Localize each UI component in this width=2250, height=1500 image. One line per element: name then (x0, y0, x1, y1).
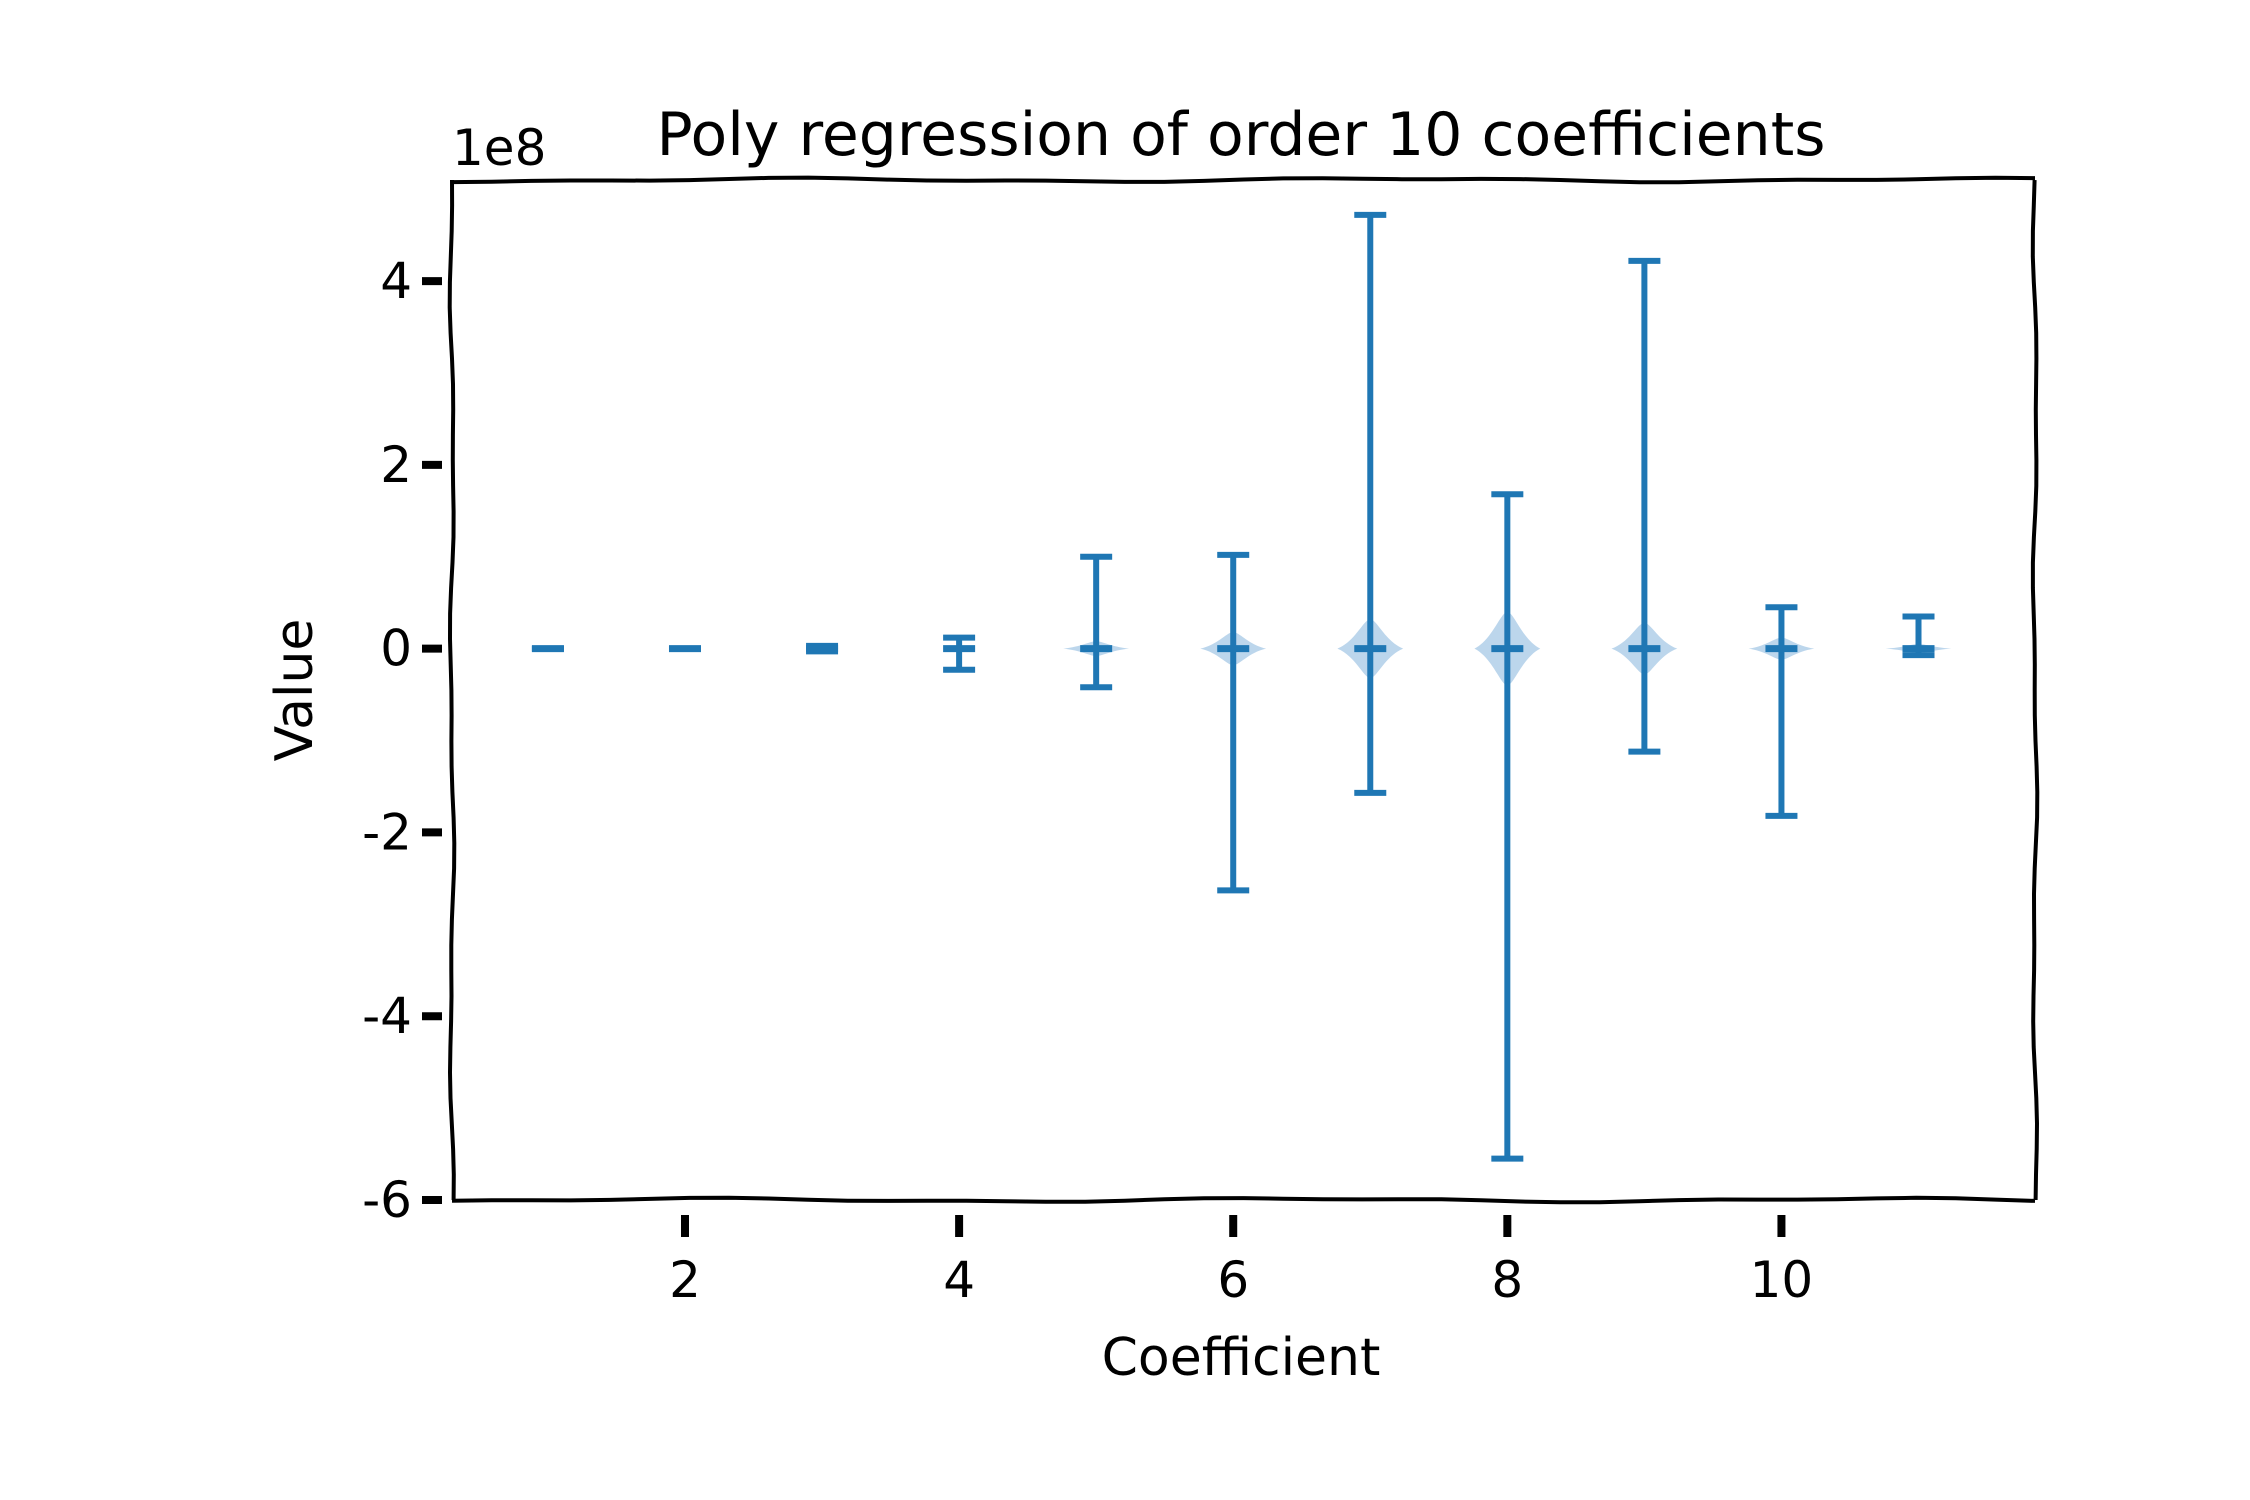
axis-bottom (451, 1195, 2036, 1205)
y-axis-label: Value (265, 619, 325, 762)
axis-left (447, 179, 457, 1201)
y-tick-label: 4 (380, 252, 412, 310)
axis-top (451, 175, 2036, 185)
x-tick-label: 8 (1491, 1251, 1523, 1309)
violin-marks (531, 211, 1952, 1162)
y-tick-label: -4 (362, 987, 412, 1045)
chart-title: Poly regression of order 10 coefficients (656, 100, 1825, 170)
y-tick-label: 2 (380, 436, 412, 494)
axis-right (2030, 179, 2040, 1201)
x-tick-label: 4 (943, 1251, 975, 1309)
y-offset-label: 1e8 (452, 119, 546, 177)
x-tick-label: 10 (1750, 1251, 1814, 1309)
axes-frame (447, 175, 2040, 1205)
axis-ticks: -6 -4 -2 0 2 4 2 4 6 8 10 (362, 252, 1813, 1309)
y-tick-label: 0 (380, 620, 412, 678)
x-tick-label: 6 (1217, 1251, 1249, 1309)
y-tick-label: -2 (362, 803, 412, 861)
x-axis-label: Coefficient (1102, 1328, 1381, 1388)
x-tick-label: 2 (669, 1251, 701, 1309)
y-tick-label: -6 (362, 1171, 412, 1229)
